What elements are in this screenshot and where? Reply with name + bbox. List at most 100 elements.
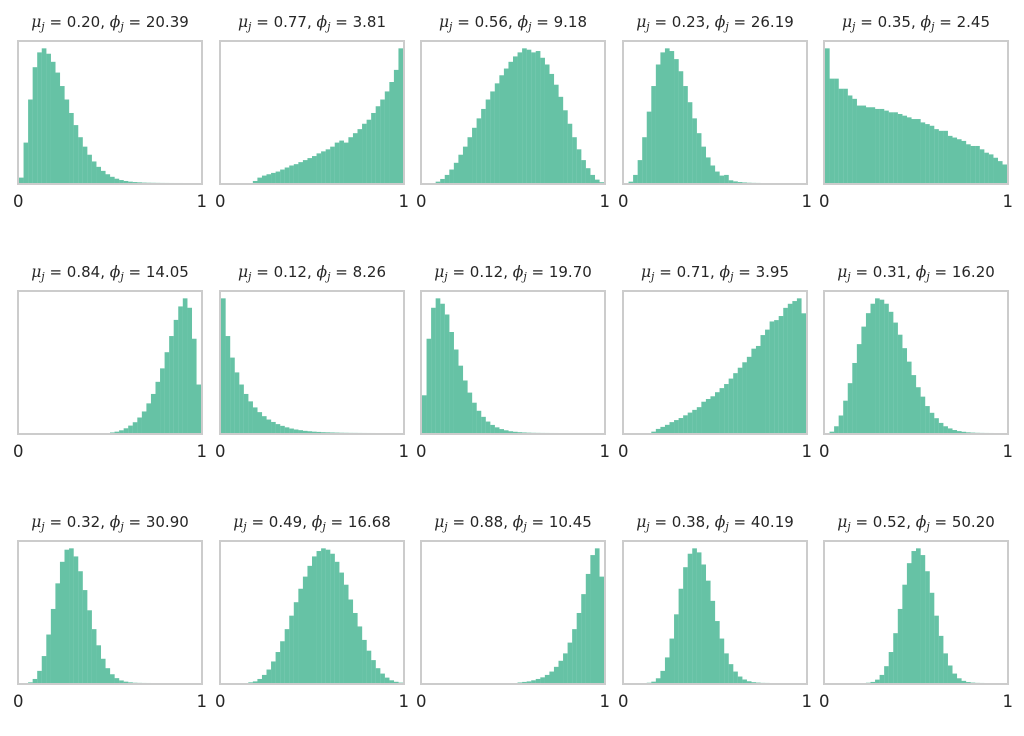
panel-title: μj = 0.88, ϕj = 10.45: [434, 513, 592, 533]
xtick-label-left: 0: [618, 192, 629, 211]
histogram-bars: [651, 298, 806, 433]
panel-title: μj = 0.84, ϕj = 14.05: [31, 263, 189, 283]
histogram-panel: μj = 0.23, ϕj = 26.19 0 1: [618, 9, 812, 217]
xtick-label-left: 0: [13, 192, 24, 211]
xtick-label-right: 1: [1002, 192, 1014, 211]
xtick-label-right: 1: [599, 442, 611, 461]
histogram-bars: [422, 298, 559, 433]
histogram-panel: μj = 0.88, ϕj = 10.45 0 1: [416, 509, 610, 717]
xtick-label-left: 0: [819, 692, 830, 711]
panel-axes: [622, 290, 808, 435]
xtick-label-right: 1: [398, 692, 410, 711]
histogram-panel: μj = 0.56, ϕj = 9.18 0 1: [416, 9, 610, 217]
panel-axes: [823, 290, 1009, 435]
panel-axes: [219, 40, 405, 185]
histogram-bars: [19, 48, 183, 183]
xtick-label-right: 1: [801, 442, 813, 461]
histogram-bars: [829, 298, 994, 433]
histogram-bars: [28, 548, 152, 683]
histogram-panel: μj = 0.49, ϕj = 16.68 0 1: [215, 509, 409, 717]
panel-title: μj = 0.35, ϕj = 2.45: [841, 13, 991, 33]
histogram-panel: μj = 0.84, ϕj = 14.05 0 1: [13, 259, 207, 467]
xtick-label-right: 1: [196, 442, 208, 461]
xtick-label-right: 1: [196, 192, 208, 211]
histogram-panel: μj = 0.32, ϕj = 30.90 0 1: [13, 509, 207, 717]
xtick-label-right: 1: [801, 692, 813, 711]
panel-axes: [823, 540, 1009, 685]
histogram-panel: μj = 0.31, ϕj = 16.20 0 1: [819, 259, 1013, 467]
panel-title: μj = 0.52, ϕj = 50.20: [837, 513, 995, 533]
histogram-panel: μj = 0.12, ϕj = 19.70 0 1: [416, 259, 610, 467]
histogram-bars: [221, 298, 376, 433]
panel-title: μj = 0.31, ϕj = 16.20: [837, 263, 995, 283]
xtick-label-left: 0: [416, 192, 427, 211]
xtick-label-left: 0: [215, 192, 226, 211]
xtick-label-left: 0: [13, 442, 24, 461]
panel-title: μj = 0.32, ϕj = 30.90: [31, 513, 189, 533]
histogram-panel: μj = 0.20, ϕj = 20.39 0 1: [13, 9, 207, 217]
panel-title: μj = 0.56, ϕj = 9.18: [438, 13, 588, 33]
panel-title: μj = 0.23, ϕj = 26.19: [636, 13, 794, 33]
xtick-label-left: 0: [215, 692, 226, 711]
histogram-bars: [825, 48, 1007, 183]
xtick-label-right: 1: [801, 192, 813, 211]
panel-title: μj = 0.71, ϕj = 3.95: [640, 263, 790, 283]
panel-title: μj = 0.12, ϕj = 8.26: [237, 263, 387, 283]
xtick-label-left: 0: [13, 692, 24, 711]
panel-axes: [622, 540, 808, 685]
histogram-panel: μj = 0.12, ϕj = 8.26 0 1: [215, 259, 409, 467]
panel-axes: [622, 40, 808, 185]
histogram-bars: [248, 548, 403, 683]
panel-title: μj = 0.38, ϕj = 40.19: [636, 513, 794, 533]
xtick-label-left: 0: [416, 442, 427, 461]
xtick-label-right: 1: [398, 192, 410, 211]
histogram-panel: μj = 0.35, ϕj = 2.45 0 1: [819, 9, 1013, 217]
panel-axes: [17, 40, 203, 185]
panel-title: μj = 0.20, ϕj = 20.39: [31, 13, 189, 33]
histogram-bars: [628, 48, 761, 183]
xtick-label-left: 0: [618, 692, 629, 711]
histogram-bars: [646, 548, 770, 683]
xtick-label-right: 1: [1002, 442, 1014, 461]
panel-axes: [420, 40, 606, 185]
xtick-label-left: 0: [215, 442, 226, 461]
panel-title: μj = 0.12, ϕj = 19.70: [434, 263, 592, 283]
histogram-panel: μj = 0.38, ϕj = 40.19 0 1: [618, 509, 812, 717]
xtick-label-right: 1: [196, 692, 208, 711]
xtick-label-right: 1: [599, 692, 611, 711]
histogram-bars: [110, 298, 201, 433]
xtick-label-left: 0: [819, 442, 830, 461]
xtick-label-right: 1: [398, 442, 410, 461]
panel-axes: [823, 40, 1009, 185]
panel-axes: [17, 540, 203, 685]
xtick-label-right: 1: [1002, 692, 1014, 711]
histogram-panel: μj = 0.52, ϕj = 50.20 0 1: [819, 509, 1013, 717]
panel-axes: [17, 290, 203, 435]
histogram-bars: [517, 548, 604, 683]
histogram-bars: [252, 48, 403, 183]
xtick-label-left: 0: [819, 192, 830, 211]
xtick-label-left: 0: [416, 692, 427, 711]
panel-axes: [420, 540, 606, 685]
xtick-label-right: 1: [599, 192, 611, 211]
panel-title: μj = 0.49, ϕj = 16.68: [233, 513, 391, 533]
histogram-bars: [865, 548, 985, 683]
panel-axes: [420, 290, 606, 435]
histogram-panel: μj = 0.77, ϕj = 3.81 0 1: [215, 9, 409, 217]
